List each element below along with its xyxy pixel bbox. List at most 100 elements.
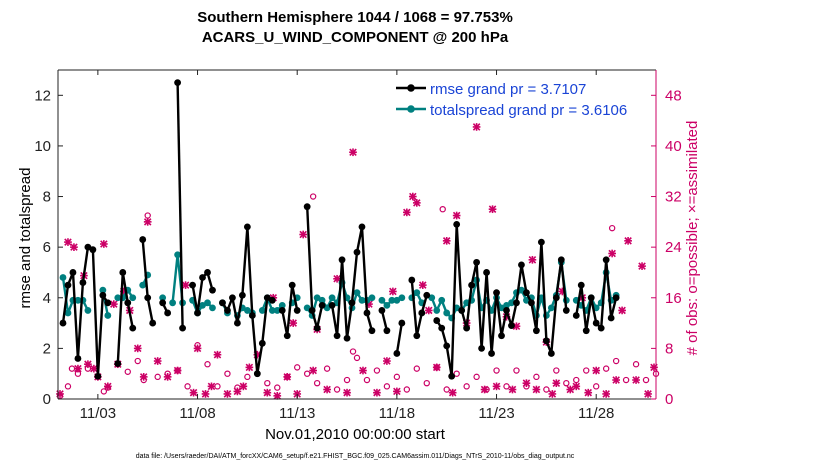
series-point (443, 342, 451, 350)
series-point (318, 296, 326, 304)
y-tick-label-left: 0 (43, 391, 51, 408)
obs-assimilated-marker (109, 300, 118, 308)
obs-possible-marker (423, 379, 430, 387)
series-point (169, 299, 177, 307)
series-point (79, 279, 87, 286)
series-point (84, 307, 92, 314)
obs-assimilated-marker (522, 379, 531, 388)
x-tick-label: 11/13 (279, 405, 315, 422)
series-point (523, 289, 530, 297)
chart-title: Southern Hemisphere 1044 / 1068 = 97.753… (197, 9, 513, 26)
series-point (99, 286, 107, 294)
series-point (338, 256, 346, 264)
series-point (443, 309, 451, 317)
obs-assimilated-marker (584, 388, 593, 397)
y-axis-label-right: # of obs: o=possible; ×=assimilated (684, 121, 701, 356)
obs-assimilated-marker (293, 390, 302, 398)
series-point (258, 307, 266, 314)
series-point (478, 344, 485, 352)
y-tick-label-right: 24 (665, 239, 682, 256)
series-point (149, 319, 157, 327)
obs-assimilated-marker (624, 236, 632, 245)
obs-assimilated-marker (189, 388, 198, 397)
footnote: data file: /Users/raeder/DAI/ATM_forcXX/… (136, 453, 575, 460)
series-point (248, 312, 256, 319)
series-point (74, 355, 82, 362)
obs-assimilated-marker (488, 205, 497, 214)
series-point (542, 337, 550, 345)
series-point (273, 307, 281, 314)
obs-assimilated-marker (566, 385, 575, 394)
series-point (189, 281, 196, 289)
series-lines (59, 79, 620, 380)
obs-possible-marker (593, 383, 600, 390)
series-point (508, 299, 515, 307)
obs-possible-marker (373, 367, 381, 374)
series-point (597, 324, 605, 332)
series-line-segment (176, 82, 184, 329)
series-point (368, 294, 376, 302)
series-point (547, 350, 555, 357)
obs-assimilated-marker (432, 363, 441, 372)
obs-assimilated-marker (373, 388, 381, 397)
series-point (204, 269, 211, 276)
series-point (144, 294, 152, 302)
y-tick-label-left: 8 (43, 189, 51, 206)
series-point (64, 281, 72, 289)
obs-assimilated-marker (84, 360, 92, 369)
series-point (313, 324, 321, 332)
series-point (398, 294, 406, 302)
series-point (438, 296, 446, 304)
series-point (557, 256, 565, 264)
obs-assimilated-marker (289, 319, 298, 327)
series-point (607, 314, 615, 322)
series-point (119, 269, 127, 276)
obs-assimilated-marker (153, 357, 162, 365)
obs-assimilated-marker (349, 148, 357, 157)
series-point (463, 324, 471, 332)
obs-possible-marker (393, 373, 401, 381)
series-point (229, 294, 236, 302)
obs-assimilated-marker (528, 255, 537, 264)
obs-possible-marker (309, 193, 317, 200)
series-point (433, 317, 441, 324)
series-point (333, 332, 341, 340)
series-point (268, 296, 276, 304)
series-point (159, 294, 167, 302)
series-point (448, 372, 456, 380)
series-point (547, 304, 555, 312)
obs-assimilated-marker (650, 363, 658, 372)
series-point (283, 332, 291, 340)
obs-assimilated-marker (608, 249, 616, 258)
obs-assimilated-marker (245, 363, 254, 372)
series-point (139, 236, 147, 243)
obs-assimilated-marker (70, 243, 78, 251)
series-point (592, 319, 600, 327)
obs-possible-marker (154, 373, 161, 381)
obs-assimilated-marker (472, 123, 481, 131)
series-point (139, 281, 147, 289)
obs-assimilated-marker (139, 373, 148, 381)
series-point (174, 79, 182, 87)
series-point (513, 299, 520, 307)
series-point (378, 307, 386, 314)
y-tick-label-right: 48 (665, 87, 682, 104)
series-0 (59, 79, 620, 380)
series-point (179, 324, 186, 332)
series-point (89, 246, 97, 254)
obs-assimilated-marker (393, 387, 401, 396)
obs-assimilated-marker (359, 366, 367, 375)
series-point (99, 291, 107, 299)
obs-assimilated-marker (552, 379, 561, 388)
series-point (348, 299, 356, 307)
obs-assimilated-marker (442, 236, 451, 245)
obs-possible-marker (463, 383, 470, 390)
series-point (303, 203, 311, 211)
legend-rmse-label: rmse grand pr = 3.7107 (430, 81, 586, 98)
series-point (253, 370, 261, 378)
series-point (209, 304, 216, 312)
y-tick-label-left: 6 (43, 239, 51, 256)
plot-area (58, 70, 656, 399)
obs-assimilated-marker (299, 230, 308, 239)
obs-assimilated-marker (612, 376, 620, 384)
